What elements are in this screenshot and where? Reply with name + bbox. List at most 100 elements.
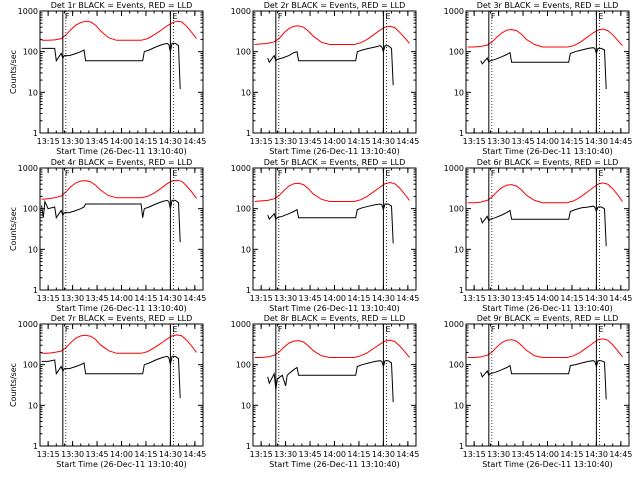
x-tick-label: 13:15 — [250, 450, 273, 459]
x-tick-label: 13:15 — [37, 137, 60, 146]
panel-title: Det 4r BLACK = Events, RED = LLD — [51, 158, 193, 167]
x-tick-label: 14:30 — [159, 294, 182, 303]
y-tick-label: 100 — [236, 205, 251, 214]
marker-label: E — [598, 325, 603, 334]
x-tick-label: 14:45 — [609, 137, 632, 146]
plot-frame — [252, 10, 417, 134]
x-axis-label: Start Time (26-Dec-11 13:10:40) — [269, 147, 400, 156]
lld-series-line — [467, 182, 623, 204]
x-tick-label: 14:15 — [134, 450, 157, 459]
y-tick-label: 10 — [28, 245, 38, 254]
panel-1: Det 1r BLACK = Events, RED = LLD 1 10 100 10… — [9, 1, 206, 156]
x-tick-label: 14:30 — [372, 137, 395, 146]
y-tick-label: 10 — [241, 401, 251, 410]
events-series-line — [480, 47, 607, 90]
x-tick-label: 13:45 — [299, 294, 322, 303]
panel-9: Det 9r BLACK = Events, RED = LLD 1 10 100 10… — [444, 314, 633, 469]
x-axis-label: Start Time (26-Dec-11 13:10:40) — [482, 460, 613, 469]
y-tick-label: 10 — [454, 245, 464, 254]
y-tick-label: 10 — [28, 401, 38, 410]
panel-title: Det 8r BLACK = Events, RED = LLD — [264, 314, 406, 323]
marker-label: E — [172, 12, 177, 21]
panel-title: Det 5r BLACK = Events, RED = LLD — [264, 158, 406, 167]
x-tick-label: 14:45 — [183, 137, 206, 146]
y-tick-label: 1000 — [231, 164, 251, 173]
x-tick-label: 13:45 — [86, 137, 109, 146]
panel-title: Det 1r BLACK = Events, RED = LLD — [51, 1, 193, 10]
x-axis-label: Start Time (26-Dec-11 13:10:40) — [269, 304, 400, 313]
x-tick-label: 13:30 — [487, 294, 510, 303]
y-tick-label: 1000 — [444, 7, 464, 16]
x-tick-label: 13:45 — [86, 450, 109, 459]
x-tick-label: 14:15 — [347, 137, 370, 146]
marker-label: E — [385, 12, 390, 21]
y-tick-label: 100 — [449, 48, 464, 57]
x-tick-label: 14:00 — [110, 294, 133, 303]
y-tick-label: 1 — [459, 442, 464, 451]
marker-label: E — [598, 169, 603, 178]
marker-label: F — [278, 325, 283, 334]
x-tick-label: 13:15 — [463, 450, 486, 459]
y-axis-label: Counts/sec — [9, 363, 18, 407]
events-series-line — [267, 45, 394, 86]
x-tick-label: 13:45 — [299, 450, 322, 459]
x-axis-label: Start Time (26-Dec-11 13:10:40) — [56, 460, 187, 469]
panel-5: Det 5r BLACK = Events, RED = LLD 1 10 100 10… — [231, 158, 420, 313]
x-tick-label: 13:30 — [61, 450, 84, 459]
x-tick-label: 13:45 — [86, 294, 109, 303]
marker-label: E — [385, 325, 390, 334]
lld-series-line — [41, 334, 197, 354]
y-tick-label: 1000 — [18, 7, 38, 16]
x-axis-label: Start Time (26-Dec-11 13:10:40) — [482, 304, 613, 313]
panel-title: Det 7r BLACK = Events, RED = LLD — [51, 314, 193, 323]
lld-series-line — [254, 181, 410, 202]
panel-2: Det 2r BLACK = Events, RED = LLD 1 10 100 10… — [231, 1, 420, 156]
y-tick-label: 10 — [241, 245, 251, 254]
x-tick-label: 14:30 — [585, 450, 608, 459]
x-tick-label: 14:45 — [396, 294, 419, 303]
y-tick-label: 10 — [454, 88, 464, 97]
plot-frame — [252, 323, 417, 447]
marker-label: F — [491, 12, 496, 21]
x-axis-label: Start Time (26-Dec-11 13:10:40) — [482, 147, 613, 156]
plot-frame — [39, 10, 204, 134]
y-tick-label: 100 — [23, 205, 38, 214]
x-tick-label: 13:45 — [512, 294, 535, 303]
y-tick-label: 100 — [23, 361, 38, 370]
panel-3: Det 3r BLACK = Events, RED = LLD 1 10 100 10… — [444, 1, 633, 156]
panel-title: Det 9r BLACK = Events, RED = LLD — [477, 314, 619, 323]
y-tick-label: 1 — [246, 286, 251, 295]
x-tick-label: 14:45 — [396, 137, 419, 146]
y-tick-label: 10 — [28, 88, 38, 97]
plot-frame — [465, 323, 630, 447]
x-tick-label: 13:15 — [463, 294, 486, 303]
y-tick-label: 1000 — [18, 320, 38, 329]
x-tick-label: 14:00 — [110, 137, 133, 146]
x-tick-label: 13:30 — [61, 294, 84, 303]
lld-series-line — [41, 20, 197, 41]
y-tick-label: 10 — [454, 401, 464, 410]
panel-7: Det 7r BLACK = Events, RED = LLD 1 10 100 10… — [9, 314, 206, 469]
x-tick-label: 13:15 — [37, 450, 60, 459]
x-tick-label: 14:15 — [560, 450, 583, 459]
x-tick-label: 14:45 — [183, 450, 206, 459]
x-tick-label: 13:15 — [250, 294, 273, 303]
plot-frame — [39, 167, 204, 291]
panel-title: Det 3r BLACK = Events, RED = LLD — [477, 1, 619, 10]
y-tick-label: 1 — [246, 129, 251, 138]
x-tick-label: 14:00 — [323, 137, 346, 146]
events-series-line — [41, 199, 181, 243]
y-tick-label: 100 — [236, 48, 251, 57]
x-tick-label: 14:45 — [183, 294, 206, 303]
x-tick-label: 14:30 — [585, 137, 608, 146]
x-tick-label: 14:30 — [372, 450, 395, 459]
marker-label: E — [598, 12, 603, 21]
x-tick-label: 14:15 — [134, 137, 157, 146]
marker-label: E — [385, 169, 390, 178]
y-tick-label: 1 — [246, 442, 251, 451]
x-tick-label: 14:00 — [323, 294, 346, 303]
x-tick-label: 14:45 — [609, 294, 632, 303]
x-tick-label: 14:15 — [347, 450, 370, 459]
x-tick-label: 13:15 — [37, 294, 60, 303]
